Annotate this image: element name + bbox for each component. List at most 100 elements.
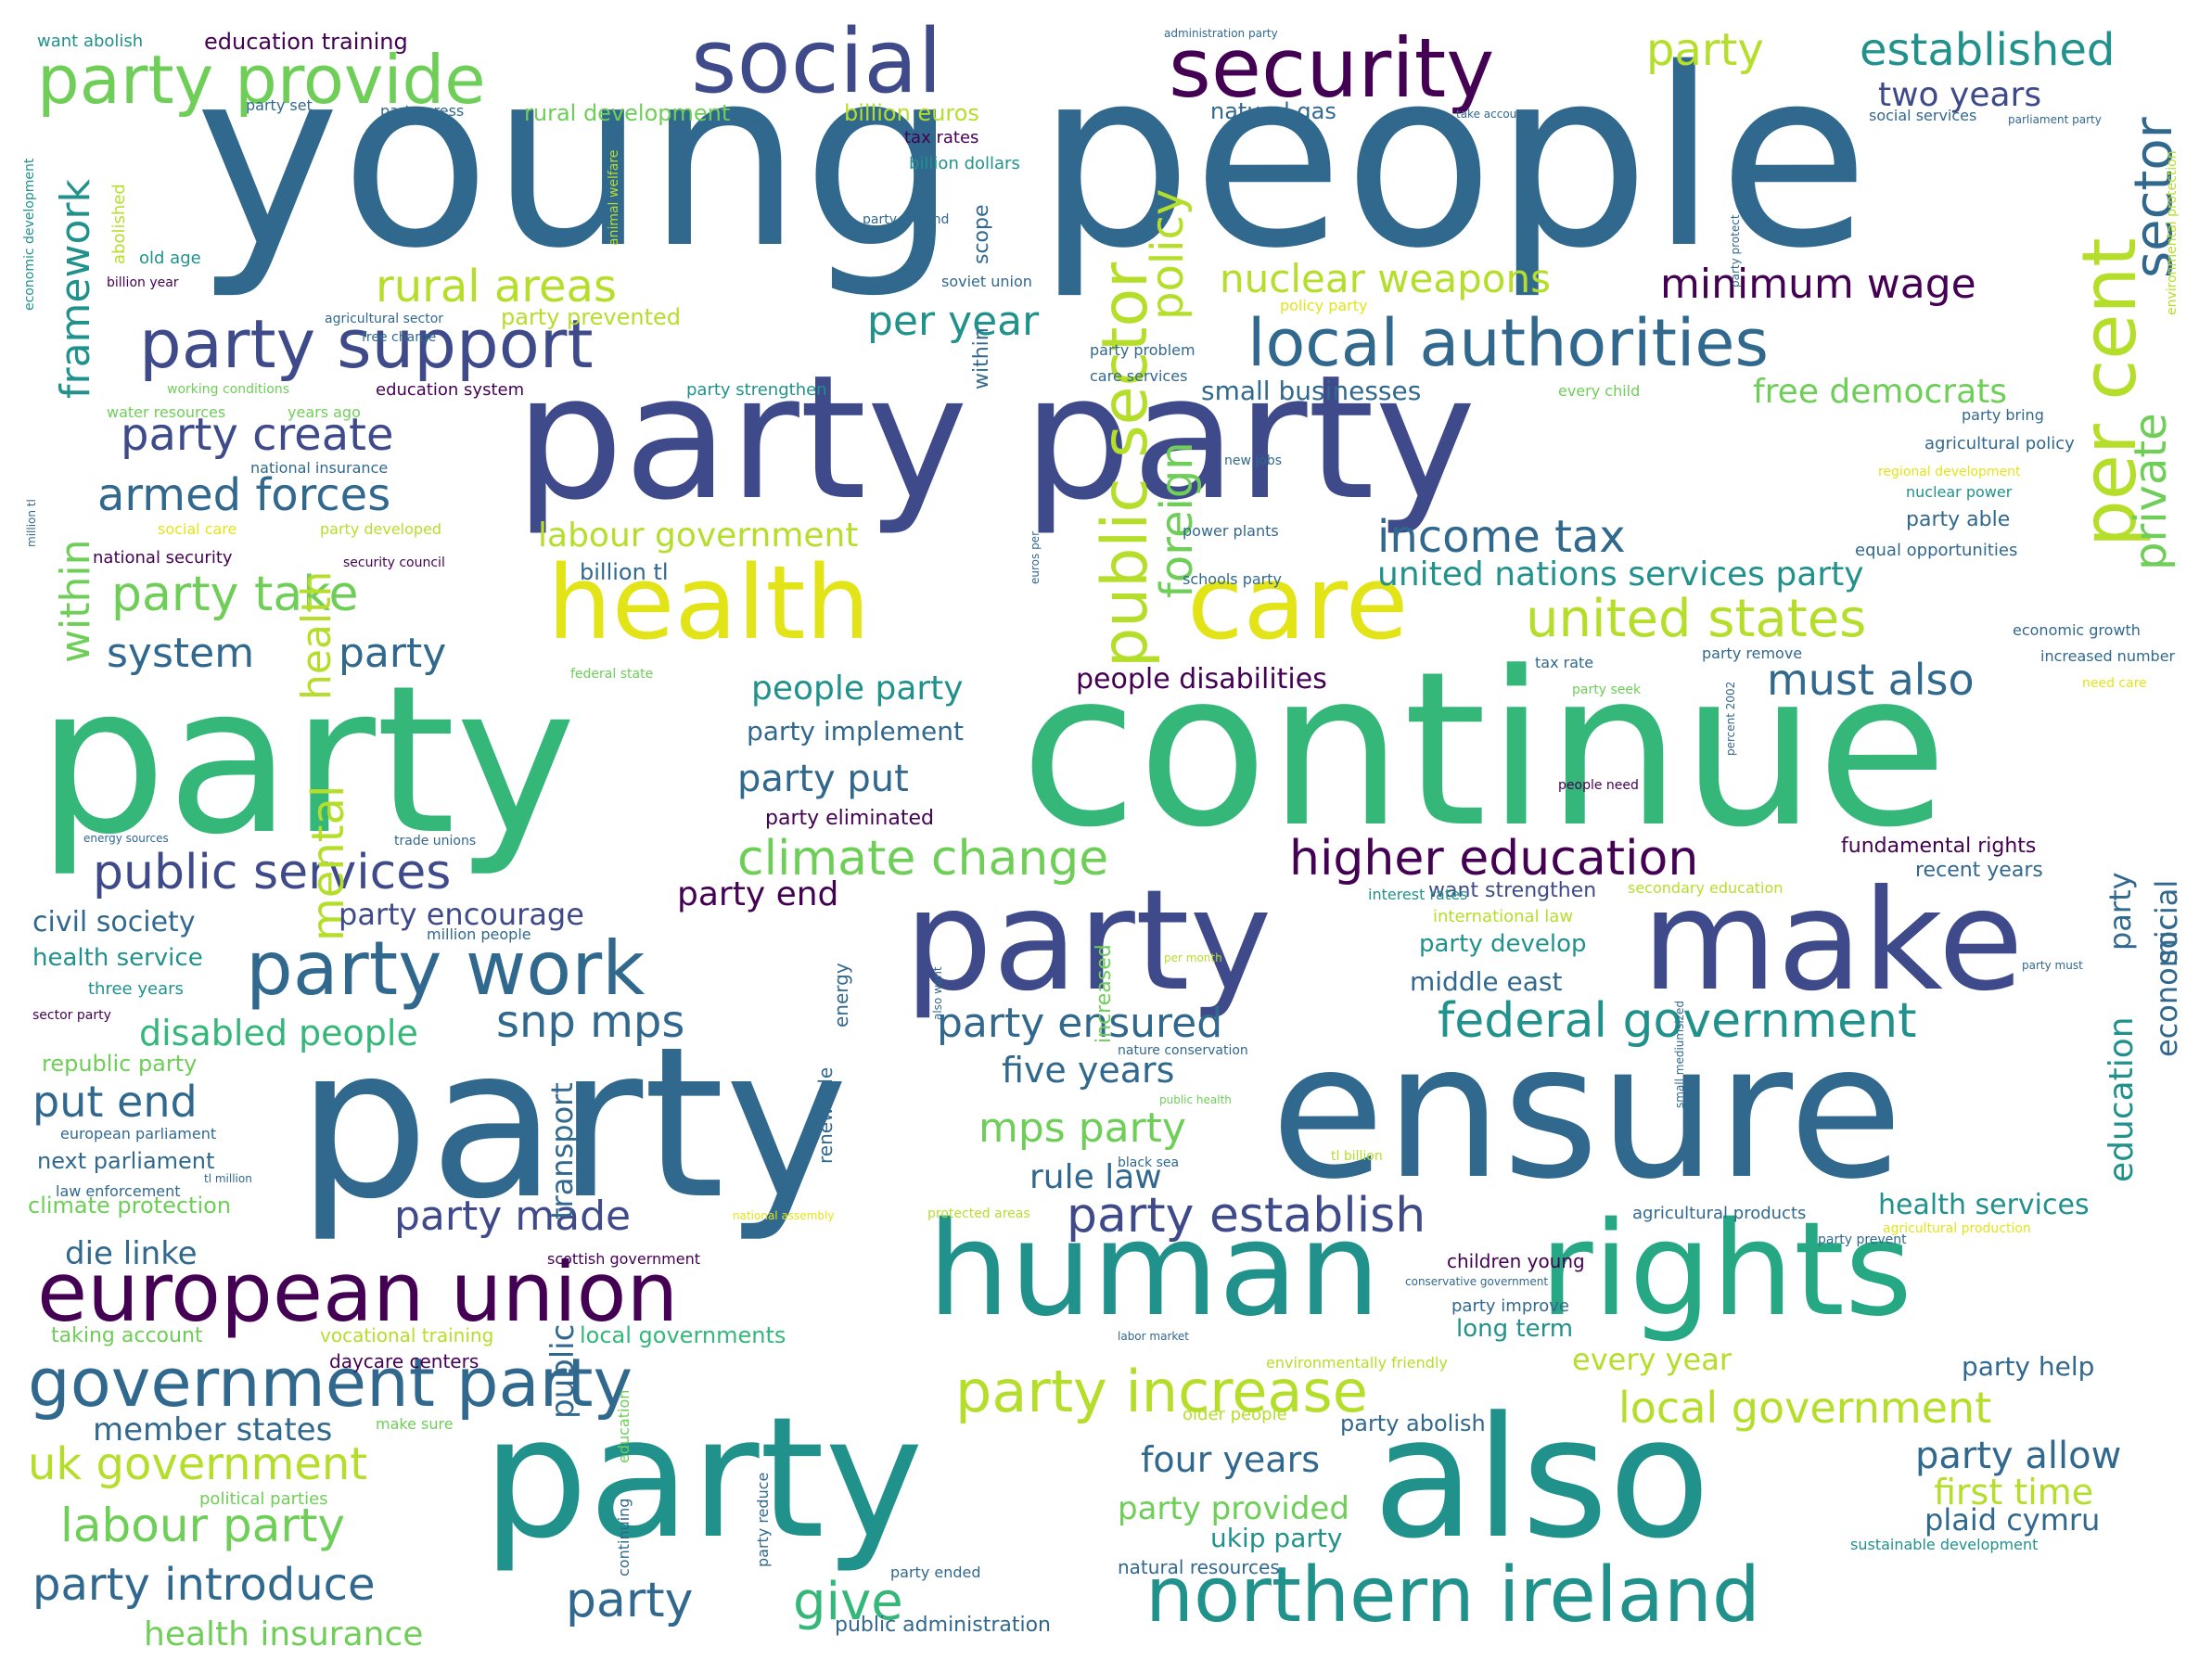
word: tax rates (904, 128, 979, 147)
word: european union (37, 1244, 679, 1340)
word: people need (1558, 778, 1639, 793)
word: small mediumsized (1673, 1001, 1686, 1108)
word: taking account (51, 1324, 203, 1347)
word: ensure (1271, 1004, 1903, 1220)
word: local governments (580, 1322, 786, 1348)
word: health services (1878, 1189, 2090, 1221)
word: first time (1934, 1472, 2094, 1512)
word: armed forces (97, 469, 391, 521)
word: must also (1767, 655, 1975, 705)
word: billion euros (844, 100, 979, 126)
word: party expand (863, 212, 950, 227)
word: put end (32, 1077, 198, 1127)
word: interest rates (1368, 886, 1468, 903)
word: water resources (107, 403, 226, 421)
word: policy (1142, 188, 1194, 320)
word: united nations services party (1377, 555, 1864, 593)
word: party implement (747, 716, 964, 747)
word: natural gas (1210, 98, 1336, 124)
word: nuclear power (1906, 483, 2013, 501)
word: public health (1159, 1093, 1232, 1106)
word: billion year (107, 275, 179, 290)
word: million people (427, 925, 531, 943)
word: environmentally friendly (1266, 1354, 1448, 1372)
word: minimum wage (1660, 261, 1976, 308)
word: billion dollars (909, 154, 1020, 173)
word: party able (1906, 508, 2011, 531)
word: labour party (60, 1499, 346, 1552)
word: parliament party (2008, 113, 2102, 126)
word: per month (1164, 951, 1222, 964)
word: climate protection (28, 1193, 232, 1219)
word: federal state (570, 667, 654, 682)
word: party protect (1729, 214, 1742, 287)
word: health (293, 570, 340, 700)
word: want strengthen (1428, 879, 1597, 902)
word: education system (376, 380, 525, 400)
word: climate change (737, 831, 1109, 887)
word: rural development (524, 100, 731, 126)
word: established (1860, 24, 2116, 76)
word: conservative government (1405, 1275, 1549, 1288)
word: per year (867, 298, 1040, 345)
word: ukip party (1210, 1523, 1343, 1553)
word: local authorities (1247, 305, 1769, 381)
word: energy sources (83, 832, 169, 845)
word: party bring (1962, 406, 2044, 424)
word: party abolish (1340, 1410, 1486, 1436)
word: recent years (1915, 859, 2043, 882)
word: protected areas (927, 1206, 1030, 1221)
word: national insurance (250, 459, 389, 477)
word: party (2103, 872, 2138, 951)
word: national assembly (733, 1209, 835, 1222)
word: income tax (1377, 511, 1626, 563)
word: old age (139, 249, 201, 268)
word: public (544, 1323, 582, 1419)
word: make (1642, 861, 2024, 1022)
word: increased (1093, 944, 1116, 1043)
word: agricultural production (1883, 1221, 2031, 1236)
word: million tl (25, 499, 38, 547)
word: policy party (1280, 297, 1368, 314)
word: social services (1869, 107, 1977, 124)
word: health insurance (144, 1615, 424, 1653)
word: renewable (814, 1066, 837, 1164)
word: federal government (1438, 993, 1917, 1049)
word: party (482, 1382, 924, 1576)
word: civil society (32, 906, 196, 938)
word: scottish government (547, 1250, 701, 1268)
word: party work (246, 925, 646, 1012)
word: snp mps (496, 996, 685, 1048)
word: rule law (1029, 1158, 1162, 1196)
word: three years (88, 979, 184, 999)
word: percent 2002 (1724, 681, 1737, 756)
word: want abolish (37, 32, 144, 51)
word: also (1373, 1382, 1711, 1576)
word: party press (380, 102, 465, 120)
word: social care (158, 520, 237, 538)
word: party help (1962, 1351, 2095, 1382)
word: power plants (1183, 522, 1279, 540)
word: party made (394, 1193, 632, 1240)
word: increased number (2040, 647, 2176, 665)
word: within (970, 327, 993, 389)
word: within (52, 539, 99, 663)
word: agricultural policy (1924, 434, 2075, 453)
word: party create (121, 409, 394, 461)
word: party develop (1419, 930, 1587, 958)
word: young people (195, 17, 1870, 302)
word: sector party (32, 1008, 111, 1023)
word: small businesses (1201, 376, 1422, 406)
word: party ended (890, 1564, 981, 1581)
word: years ago (288, 403, 361, 421)
word: natural resources (1118, 1556, 1280, 1578)
word: national security (93, 548, 233, 568)
word: children young (1447, 1250, 1585, 1272)
word: public administration (835, 1614, 1051, 1637)
word: continuing (615, 1498, 633, 1576)
word: social (2149, 879, 2184, 964)
word: party encourage (339, 897, 584, 932)
word: also want (931, 966, 944, 1020)
word: continue (1020, 627, 1949, 874)
